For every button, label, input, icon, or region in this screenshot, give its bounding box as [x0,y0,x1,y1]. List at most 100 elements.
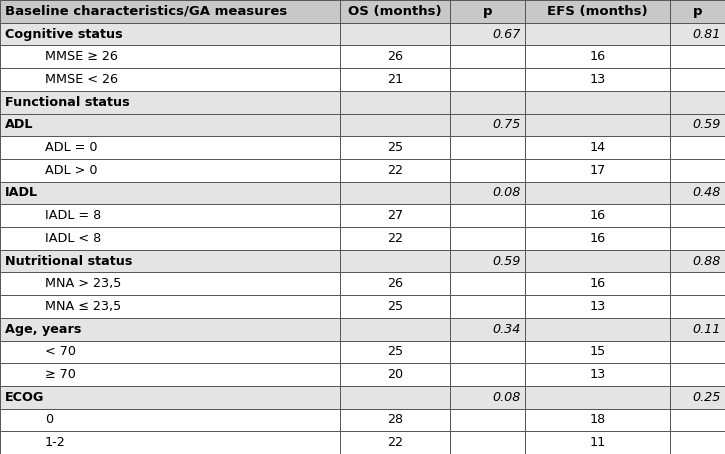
Bar [340,159,450,182]
Bar [0,363,340,386]
Bar [525,227,670,250]
Text: 25: 25 [387,345,403,358]
Text: MNA ≤ 23,5: MNA ≤ 23,5 [45,300,121,313]
Bar [340,91,450,114]
Bar [450,409,525,431]
Bar [670,204,725,227]
Bar [670,23,725,45]
Bar [0,386,340,409]
Bar [450,386,525,409]
Bar [450,272,525,295]
Bar [450,363,525,386]
Text: 21: 21 [387,73,403,86]
Text: 20: 20 [387,368,403,381]
Text: ADL: ADL [5,118,33,131]
Bar [670,295,725,318]
Bar [525,386,670,409]
Bar [670,250,725,272]
Text: Cognitive status: Cognitive status [5,28,123,40]
Bar [0,340,340,363]
Bar [450,250,525,272]
Text: 16: 16 [589,277,605,290]
Text: 15: 15 [589,345,605,358]
Bar [525,295,670,318]
Text: 0.81: 0.81 [692,28,721,40]
Text: 13: 13 [589,73,605,86]
Text: MMSE ≥ 26: MMSE ≥ 26 [45,50,118,63]
Text: ADL = 0: ADL = 0 [45,141,97,154]
Bar [340,136,450,159]
Text: 25: 25 [387,141,403,154]
Bar [670,136,725,159]
Bar [670,409,725,431]
Text: 0.75: 0.75 [492,118,521,131]
Bar [340,68,450,91]
Bar [450,23,525,45]
Text: 13: 13 [589,300,605,313]
Bar [525,23,670,45]
Text: 14: 14 [589,141,605,154]
Text: 16: 16 [589,50,605,63]
Bar [0,272,340,295]
Text: 27: 27 [387,209,403,222]
Bar [0,159,340,182]
Bar [0,409,340,431]
Bar [450,318,525,340]
Bar [0,182,340,204]
Bar [670,182,725,204]
Bar [525,431,670,454]
Bar [340,295,450,318]
Bar [0,136,340,159]
Bar [340,45,450,68]
Bar [525,0,670,23]
Text: Nutritional status: Nutritional status [5,255,133,267]
Bar [525,272,670,295]
Bar [0,0,340,23]
Bar [340,204,450,227]
Bar [340,23,450,45]
Bar [340,0,450,23]
Bar [340,431,450,454]
Bar [450,182,525,204]
Text: MMSE < 26: MMSE < 26 [45,73,118,86]
Text: IADL < 8: IADL < 8 [45,232,102,245]
Bar [525,340,670,363]
Bar [670,340,725,363]
Bar [525,91,670,114]
Text: 0.48: 0.48 [692,187,721,199]
Bar [670,91,725,114]
Text: ≥ 70: ≥ 70 [45,368,76,381]
Text: Baseline characteristics/GA measures: Baseline characteristics/GA measures [5,5,287,18]
Text: 1-2: 1-2 [45,436,66,449]
Text: Age, years: Age, years [5,323,81,336]
Text: 26: 26 [387,50,403,63]
Bar [670,114,725,136]
Bar [340,114,450,136]
Text: 0.08: 0.08 [492,391,521,404]
Text: 25: 25 [387,300,403,313]
Text: 0.59: 0.59 [492,255,521,267]
Bar [450,295,525,318]
Bar [340,227,450,250]
Bar [0,114,340,136]
Bar [670,227,725,250]
Text: 0: 0 [45,414,53,426]
Bar [670,386,725,409]
Bar [0,91,340,114]
Bar [525,114,670,136]
Bar [340,318,450,340]
Text: 0.34: 0.34 [492,323,521,336]
Bar [0,227,340,250]
Bar [0,318,340,340]
Bar [670,0,725,23]
Bar [450,159,525,182]
Bar [340,250,450,272]
Bar [450,91,525,114]
Bar [340,386,450,409]
Text: 26: 26 [387,277,403,290]
Bar [450,114,525,136]
Text: 0.67: 0.67 [492,28,521,40]
Bar [450,0,525,23]
Text: 0.25: 0.25 [692,391,721,404]
Bar [0,295,340,318]
